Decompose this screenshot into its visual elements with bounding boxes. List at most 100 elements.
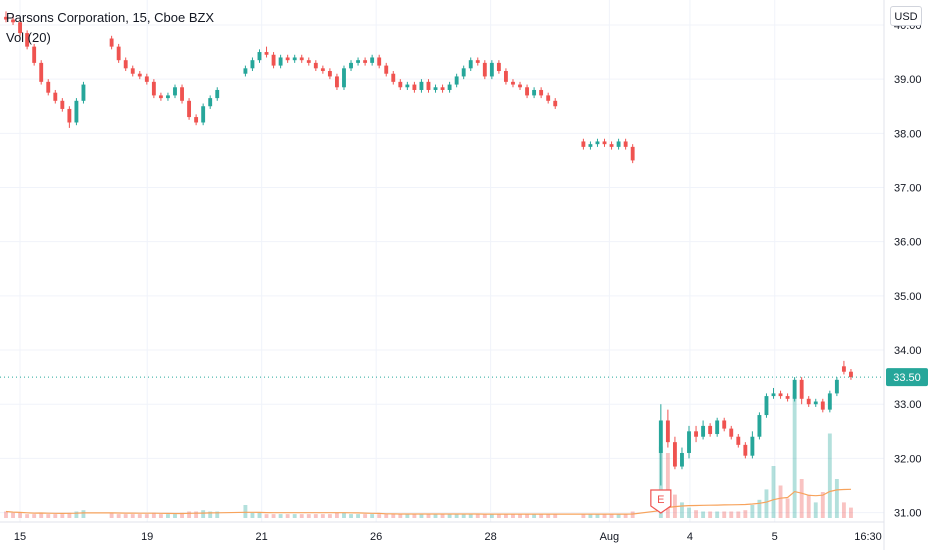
volume-bar bbox=[306, 514, 311, 518]
currency-button[interactable]: USD bbox=[890, 6, 922, 26]
volume-bar bbox=[144, 514, 149, 518]
candle-body bbox=[398, 81, 403, 88]
volume-bar bbox=[137, 514, 142, 518]
candle-body bbox=[292, 57, 297, 61]
volume-ma-polyline bbox=[5, 488, 852, 515]
candle-body bbox=[602, 141, 607, 145]
candle-body bbox=[32, 46, 37, 63]
volume-bar bbox=[313, 514, 318, 518]
candle-body bbox=[799, 379, 804, 399]
candle-body bbox=[757, 415, 762, 437]
candle-body bbox=[39, 62, 44, 82]
candle-body bbox=[215, 89, 220, 99]
volume-bar bbox=[489, 514, 494, 518]
volume-bar bbox=[849, 507, 853, 518]
candle-body bbox=[4, 16, 8, 20]
candle-body bbox=[588, 144, 593, 147]
volume-bar bbox=[454, 514, 459, 518]
candle-body bbox=[306, 60, 311, 63]
volume-indicator-label[interactable]: Vol (20) bbox=[6, 30, 51, 45]
volume-bar bbox=[792, 394, 797, 518]
candle-body bbox=[609, 144, 614, 147]
candle-body bbox=[11, 19, 15, 23]
volume-bar bbox=[553, 514, 558, 518]
candle-body bbox=[405, 84, 410, 88]
candle-body bbox=[320, 68, 325, 72]
candle-body bbox=[616, 141, 621, 147]
candle-body bbox=[672, 442, 677, 467]
candle-body bbox=[158, 95, 163, 99]
candle-body bbox=[665, 420, 670, 443]
candle-body bbox=[687, 431, 691, 453]
candle-body bbox=[778, 393, 783, 397]
volume-bar bbox=[588, 514, 593, 518]
volume-bar bbox=[419, 514, 424, 518]
volume-bar bbox=[46, 514, 51, 518]
volume-bar bbox=[841, 502, 846, 518]
volume-bar bbox=[208, 511, 213, 518]
volume-bar bbox=[623, 514, 628, 518]
volume-bar bbox=[595, 514, 600, 518]
candle-body bbox=[81, 84, 86, 101]
candle-body bbox=[264, 52, 269, 55]
volume-bar bbox=[116, 514, 121, 518]
volume-bar bbox=[187, 511, 192, 518]
volume-bar bbox=[665, 453, 670, 518]
volume-bar bbox=[264, 514, 269, 518]
volume-bar bbox=[729, 511, 734, 518]
earnings-badge bbox=[650, 489, 672, 514]
volume-bar bbox=[243, 505, 248, 518]
volume-bar bbox=[130, 514, 135, 518]
volume-bar bbox=[750, 505, 755, 518]
volume-bar bbox=[813, 502, 818, 518]
candle-body bbox=[53, 92, 58, 101]
candle-body bbox=[468, 60, 473, 69]
candle-body bbox=[349, 62, 353, 69]
candle-body bbox=[532, 89, 537, 96]
candle-body bbox=[715, 420, 720, 435]
candle-body bbox=[384, 65, 389, 74]
candle-body bbox=[771, 393, 776, 397]
candle-body bbox=[694, 431, 698, 437]
candle-body bbox=[595, 141, 600, 145]
symbol-title[interactable]: Parsons Corporation, 15, Cboe BZX bbox=[6, 10, 215, 25]
candle-body bbox=[299, 57, 304, 61]
candle-body bbox=[518, 84, 522, 88]
candle-body bbox=[46, 81, 51, 93]
volume-bar bbox=[285, 514, 290, 518]
volume-bar bbox=[785, 498, 790, 518]
candle-body bbox=[461, 68, 466, 77]
candle-body bbox=[623, 141, 628, 147]
volume-ma-line bbox=[5, 488, 852, 515]
candle-body bbox=[525, 87, 529, 96]
volume-bar bbox=[201, 510, 206, 518]
earnings-label: E bbox=[657, 494, 664, 506]
candle-body bbox=[109, 38, 114, 47]
candle-body bbox=[74, 100, 79, 123]
volume-bar bbox=[123, 514, 128, 518]
volume-bar bbox=[109, 512, 114, 518]
volume-bar bbox=[39, 512, 44, 518]
volume-bar bbox=[215, 511, 220, 518]
volume-bar bbox=[532, 514, 537, 518]
candle-body bbox=[137, 73, 142, 77]
candle-body bbox=[630, 146, 635, 161]
y-tick-label: 35.00 bbox=[894, 291, 922, 303]
volume-bar bbox=[447, 514, 452, 518]
candle-body bbox=[151, 81, 156, 96]
candle-body bbox=[257, 52, 262, 61]
volume-bar bbox=[708, 511, 713, 518]
candle-body bbox=[25, 33, 30, 47]
volume-bar bbox=[694, 510, 698, 518]
candle-body bbox=[806, 398, 811, 405]
volume-bar bbox=[412, 514, 417, 518]
candle-body bbox=[335, 76, 339, 88]
candle-body bbox=[743, 444, 748, 456]
candle-body bbox=[342, 68, 346, 88]
candle-body bbox=[553, 100, 558, 107]
candle-body bbox=[18, 22, 23, 34]
candle-body bbox=[419, 81, 424, 90]
